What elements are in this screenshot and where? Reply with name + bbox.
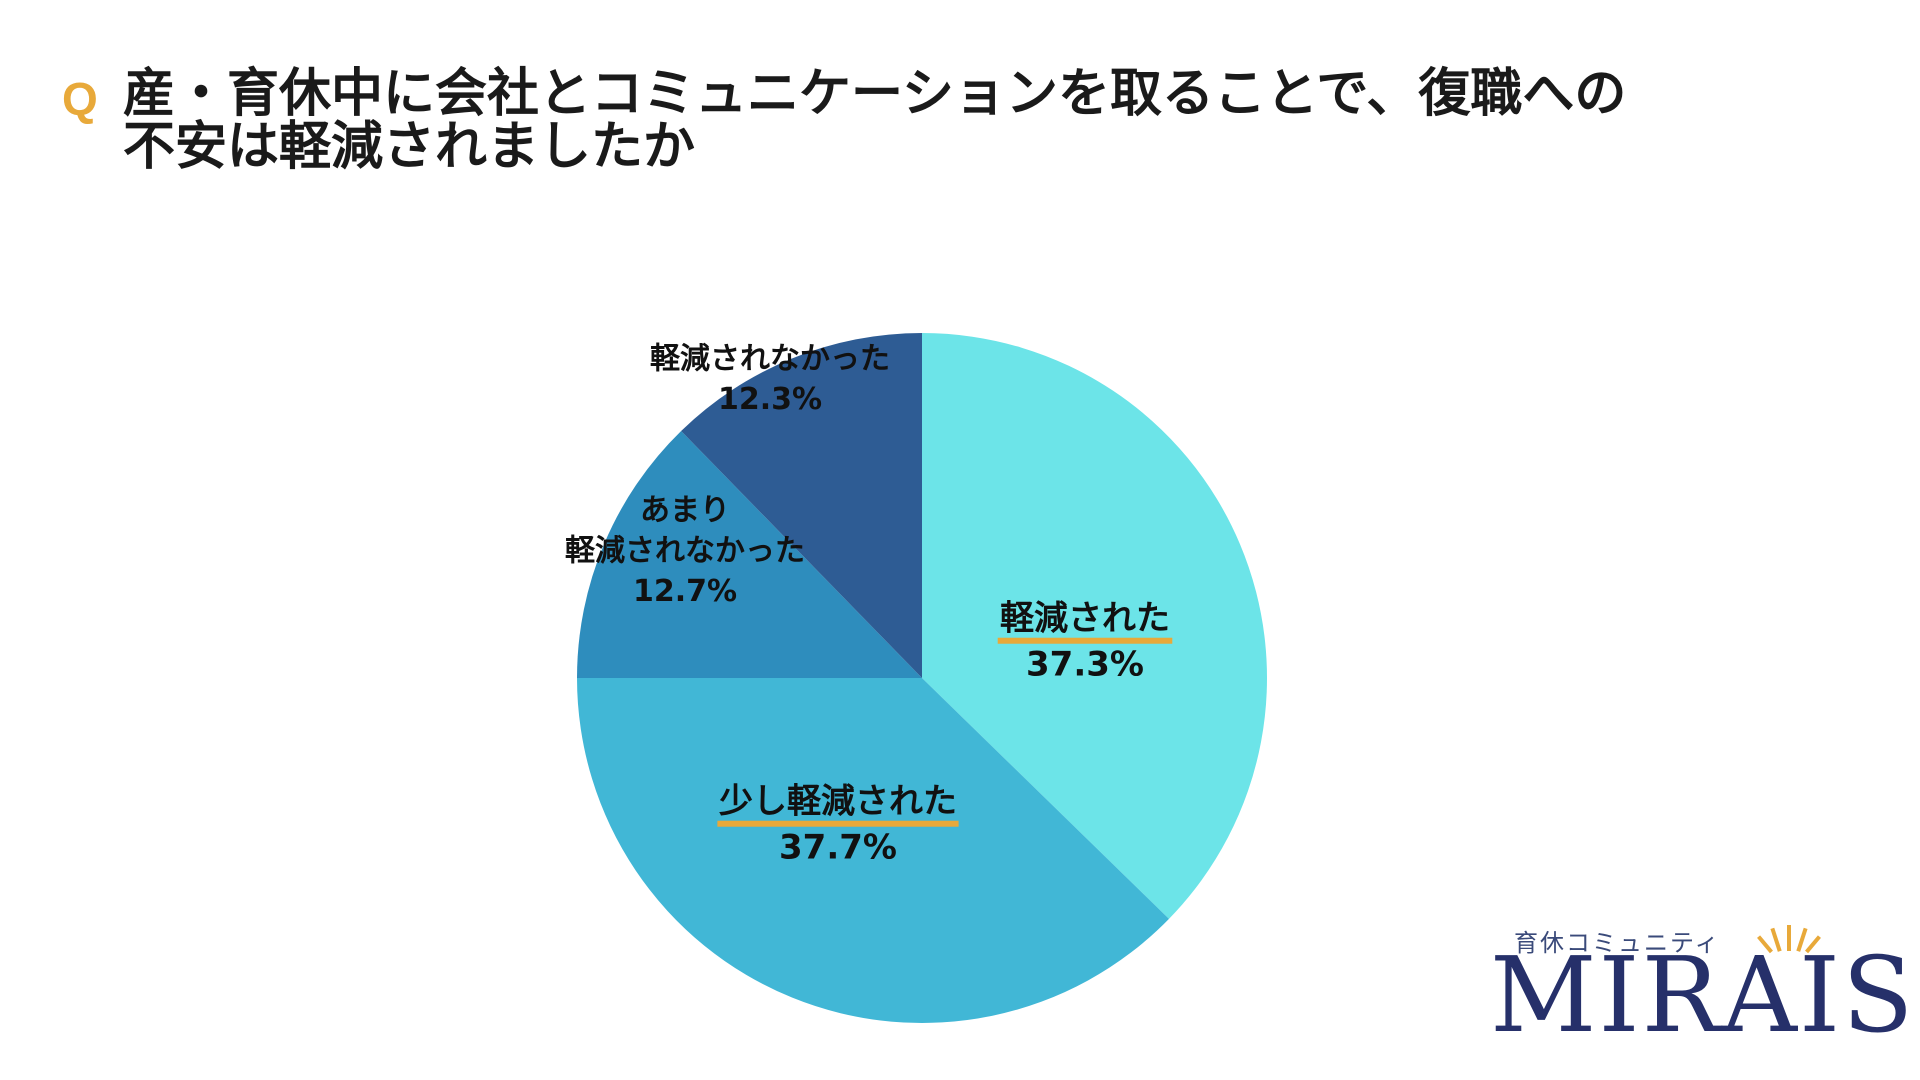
- pie-slice-1: [922, 333, 1268, 919]
- pie-slice-3: [577, 431, 922, 678]
- question-line-2: 不安は軽減されましたか: [123, 117, 696, 178]
- slice-label-3-line-2: 軽減されなかった: [565, 534, 805, 569]
- slice-label-3-line-1: あまり: [640, 493, 730, 528]
- slice-value-3: 12.7%: [633, 574, 737, 609]
- slice-value-1: 37.3%: [1026, 644, 1144, 684]
- mirais-logo: 育休コミュニティ MIRAIS: [1490, 915, 1913, 1047]
- pie-slice-2: [577, 678, 1169, 1024]
- slice-value-4: 12.3%: [718, 382, 822, 417]
- pie-slice-4: [681, 333, 922, 678]
- logo-sunburst-icon: [1757, 925, 1821, 954]
- slice-label-4: 軽減されなかった: [650, 341, 890, 376]
- slice-label-underline-1: [997, 637, 1173, 644]
- slice-label-1: 軽減された: [1000, 599, 1170, 639]
- logo-subtitle: 育休コミュニティ: [1514, 929, 1721, 957]
- slice-label-2: 少し軽減された: [719, 782, 957, 822]
- slice-label-underline-2: [717, 820, 959, 827]
- question-line-1: 産・育休中に会社とコミュニケーションを取ることで、復職への: [123, 64, 1627, 124]
- slice-value-2: 37.7%: [779, 827, 897, 867]
- question-title: 産・育休中に会社とコミュニケーションを取ることで、復職への 不安は軽減されました…: [123, 64, 1843, 178]
- question-mark: Q: [62, 73, 98, 125]
- logo-name: MIRAIS: [1490, 934, 1916, 1056]
